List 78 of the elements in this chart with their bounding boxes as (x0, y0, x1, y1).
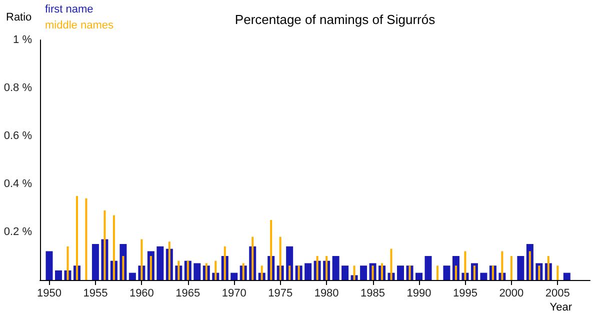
x-tick-label: 1960 (129, 288, 154, 300)
bar (178, 260, 180, 280)
bar (443, 266, 450, 280)
bar (556, 266, 559, 280)
bar (140, 239, 143, 280)
bar (194, 263, 201, 280)
bar (260, 266, 263, 280)
bar (92, 244, 99, 280)
bar (279, 236, 282, 280)
bar (480, 272, 488, 280)
x-tick-label: 1955 (83, 288, 108, 300)
bar (76, 196, 78, 280)
bar (372, 266, 374, 280)
bar (436, 266, 438, 280)
bar (54, 270, 62, 280)
x-tick-label: 1965 (176, 288, 200, 300)
bar (454, 266, 457, 280)
bar (85, 198, 88, 280)
x-tick-label: 1975 (268, 288, 293, 300)
bar (415, 272, 422, 280)
bar (205, 263, 208, 280)
bar (112, 215, 115, 280)
bar (242, 263, 244, 280)
bar (563, 272, 570, 280)
bar (408, 266, 411, 280)
y-tick-label: 1 % (13, 34, 32, 46)
bar (424, 256, 432, 280)
y-tick-label: 0.2 % (4, 226, 32, 238)
bar (104, 210, 106, 280)
bar (150, 256, 152, 280)
y-tick-label: 0.8 % (4, 82, 32, 94)
x-axis-title: Year (550, 302, 572, 314)
bar (517, 256, 524, 280)
bar (252, 236, 254, 280)
bar (492, 266, 494, 280)
bar (168, 242, 170, 280)
x-tick-label: 1985 (360, 288, 386, 300)
y-tick-label: 0.4 % (4, 178, 32, 190)
bar (270, 220, 272, 280)
bar (128, 272, 136, 280)
bar (381, 263, 384, 280)
x-tick-label: 1995 (452, 288, 478, 300)
bar (353, 266, 356, 280)
text: middle names (45, 20, 114, 32)
bar (230, 272, 238, 280)
x-tick-label: 2000 (499, 288, 524, 300)
bar (547, 256, 550, 280)
bar (332, 256, 340, 280)
bar (156, 246, 164, 280)
bar (464, 251, 466, 280)
bar (214, 260, 217, 280)
x-tick-label: 1990 (406, 288, 432, 300)
x-tick-label: 1950 (37, 288, 62, 300)
bar (360, 266, 368, 280)
bar (501, 251, 504, 280)
bar (186, 260, 189, 280)
bar (538, 266, 540, 280)
y-axis-title: Ratio (6, 12, 32, 24)
bar (66, 246, 69, 280)
bar (473, 266, 476, 280)
bar (304, 263, 312, 280)
bar (288, 266, 291, 280)
x-tick-label: 1980 (314, 288, 339, 300)
bar (298, 266, 300, 280)
bar (122, 256, 124, 280)
bar (316, 256, 318, 280)
bar (46, 251, 53, 280)
bar (390, 248, 392, 280)
x-tick-label: 1970 (222, 288, 246, 300)
bar (397, 266, 404, 280)
bar (528, 251, 531, 280)
text: first name (45, 4, 94, 16)
bar (326, 256, 328, 280)
x-tick-label: 2005 (545, 288, 570, 300)
chart-title: Percentage of namings of Sigurrós (234, 12, 436, 27)
y-tick-label: 0.6 % (4, 130, 32, 142)
bar (224, 246, 226, 280)
bar (342, 266, 349, 280)
